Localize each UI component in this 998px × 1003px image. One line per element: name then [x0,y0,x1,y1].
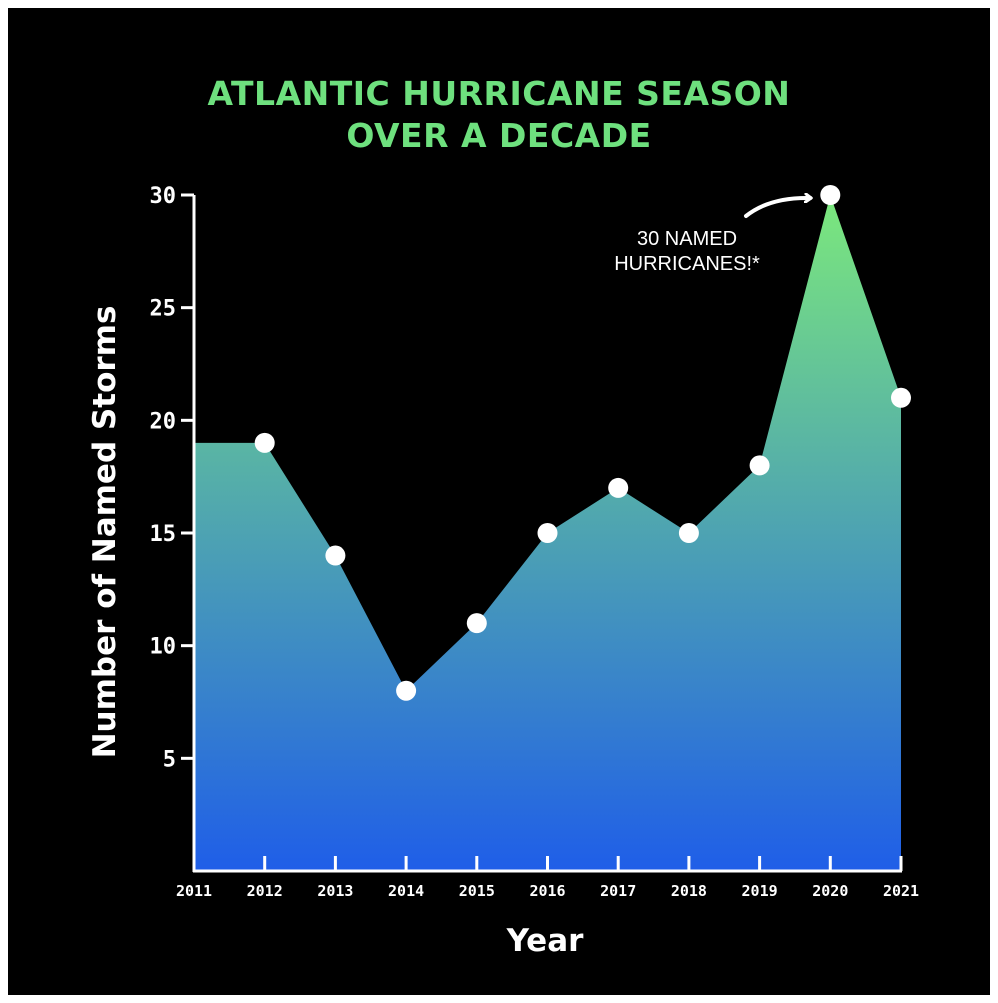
y-tick-label: 30 [150,184,177,209]
annotation-arrow [744,198,810,218]
data-point [396,680,417,701]
chart-title-line-1: ATLANTIC HURRICANE SEASON [207,74,791,113]
x-tick-label: 2011 [176,882,212,900]
chart-title-line-2: OVER A DECADE [346,116,652,155]
x-tick-label: 2018 [671,882,707,900]
data-point [891,387,911,408]
annotation-text-line-1: 30 NAMED [637,228,737,250]
y-axis-label: Number of Named Storms [87,306,123,759]
y-tick-label: 5 [163,747,176,772]
y-tick-label: 20 [150,409,177,434]
annotation: 30 NAMED HURRICANES!* [614,198,810,275]
y-tick-label: 15 [150,522,177,547]
x-axis-label: Year [506,923,585,959]
data-point [325,545,346,566]
data-point [537,523,558,543]
x-tick-label: 2020 [812,882,848,900]
annotation-text-line-2: HURRICANES!* [614,253,760,275]
y-tick-label: 25 [150,297,177,322]
data-point [608,477,629,498]
data-point [254,432,275,453]
x-tick-label: 2016 [529,882,565,900]
data-point [820,185,841,205]
x-tick-label: 2012 [247,882,283,900]
tick-labels: 5 10 15 20 25 30 2011 2012 2013 2014 2015 2016 2017 2… [150,184,920,900]
x-tick-label: 2014 [388,882,424,900]
x-tick-label: 2017 [600,882,636,900]
data-markers [254,185,911,701]
data-point [466,613,487,634]
data-point [749,455,770,476]
x-tick-label: 2021 [883,882,919,900]
data-point [678,523,699,543]
axes [181,193,903,873]
x-tick-label: 2013 [317,882,353,900]
y-tick-label: 10 [150,635,177,660]
x-tick-label: 2015 [459,882,495,900]
x-tick-label: 2019 [742,882,778,900]
